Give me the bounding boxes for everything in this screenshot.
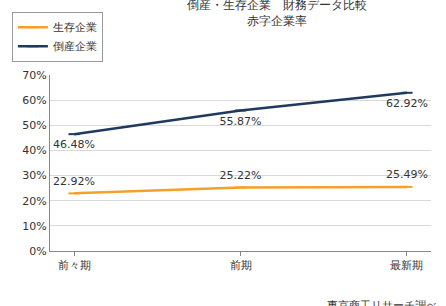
svg-text:40%: 40% [22,144,46,157]
svg-text:倒産企業: 倒産企業 [53,40,97,53]
svg-text:25.22%: 25.22% [220,169,262,182]
svg-text:20%: 20% [22,195,46,208]
svg-text:55.87%: 55.87% [220,115,262,128]
svg-text:25.49%: 25.49% [386,168,428,181]
svg-text:46.48%: 46.48% [53,138,95,151]
svg-text:東京商工リサーチ調べ: 東京商工リサーチ調べ [327,299,437,306]
svg-text:50%: 50% [22,119,46,132]
svg-text:30%: 30% [22,169,46,182]
svg-text:生存企業: 生存企業 [53,21,97,34]
svg-text:60%: 60% [22,94,46,107]
svg-text:前々期: 前々期 [58,259,91,272]
svg-text:62.92%: 62.92% [386,97,428,110]
svg-text:0%: 0% [29,245,46,258]
svg-text:前期: 前期 [230,259,252,272]
svg-text:70%: 70% [22,69,46,82]
svg-text:倒産・生存企業 財務データ比較赤字企業率: 倒産・生存企業 財務データ比較赤字企業率 [187,0,367,28]
svg-text:10%: 10% [22,220,46,233]
svg-text:最新期: 最新期 [390,259,423,272]
svg-text:22.92%: 22.92% [53,175,95,188]
